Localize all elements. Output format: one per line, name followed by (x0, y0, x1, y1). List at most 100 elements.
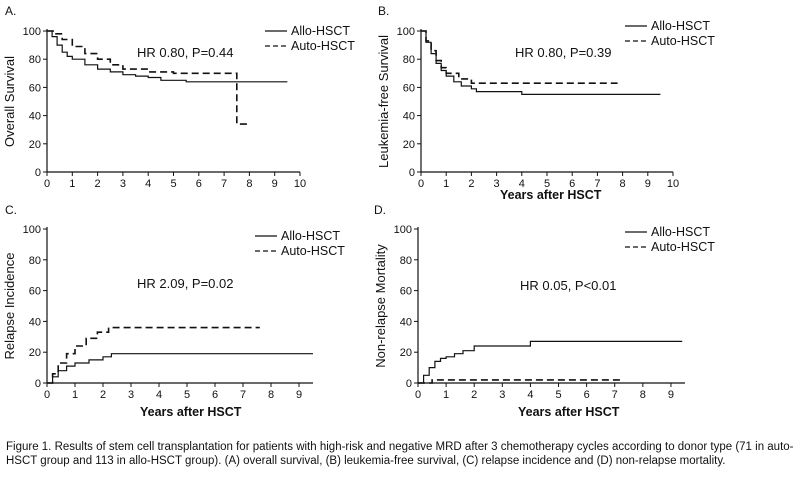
series-line-auto-hsct (47, 326, 260, 384)
x-tick-label: 9 (645, 178, 651, 190)
x-tick-label: 6 (569, 178, 575, 190)
x-tick-label: 10 (294, 178, 306, 190)
y-tick-label: 40 (400, 316, 412, 328)
y-tick-label: 100 (23, 26, 41, 38)
series-line-auto-hsct (421, 30, 618, 84)
legend-label: Auto-HSCT (281, 244, 345, 258)
y-tick-label: 20 (400, 347, 412, 359)
panel-label: D. (374, 203, 386, 217)
y-tick-label: 40 (29, 316, 41, 328)
legend-label: Auto-HSCT (651, 34, 715, 48)
x-tick-label: 3 (499, 389, 505, 401)
x-axis-label: Years after HSCT (518, 405, 620, 419)
x-tick-label: 2 (100, 389, 106, 401)
series-line-allo-hsct (47, 353, 313, 384)
x-tick-label: 1 (443, 178, 449, 190)
x-tick-label: 0 (418, 178, 424, 190)
chart-panel-a: A. 0 20 40 60 80 100 0 1 2 3 4 5 6 7 8 9 10 Overall Surviv… (2, 4, 355, 190)
x-tick-label: 7 (240, 389, 246, 401)
hazard-ratio-annotation: HR 2.09, P=0.02 (137, 276, 233, 291)
chart-panel-d: D. 0 20 40 60 80 100 0 1 2 3 4 5 6 7 8 9 Non-relapse Mort… (373, 203, 715, 419)
y-tick-label: 80 (29, 54, 41, 66)
y-tick-label: 20 (29, 347, 41, 359)
y-axis-label: Overall Survival (2, 56, 17, 147)
x-tick-label: 7 (221, 178, 227, 190)
y-tick-label: 80 (403, 54, 415, 66)
hazard-ratio-annotation: HR 0.80, P=0.39 (515, 45, 611, 60)
x-tick-label: 8 (246, 178, 252, 190)
x-tick-label: 6 (584, 389, 590, 401)
x-tick-label: 9 (668, 389, 674, 401)
series-line-allo-hsct (418, 340, 683, 384)
x-tick-label: 2 (471, 389, 477, 401)
x-tick-label: 9 (272, 178, 278, 190)
chart-panel-c: C. 0 20 40 60 80 100 0 1 2 3 4 5 6 7 8 9 Relapse Incidenc… (2, 203, 345, 419)
y-tick-label: 60 (29, 286, 41, 298)
x-tick-label: 1 (69, 178, 75, 190)
panel-label: B. (378, 4, 389, 18)
x-tick-label: 6 (196, 178, 202, 190)
legend-label: Allo-HSCT (651, 19, 710, 33)
x-tick-label: 4 (145, 178, 151, 190)
series-line-allo-hsct (421, 30, 661, 95)
y-tick-label: 60 (29, 82, 41, 94)
hazard-ratio-annotation: HR 0.80, P=0.44 (137, 45, 233, 60)
hazard-ratio-annotation: HR 0.05, P<0.01 (520, 278, 616, 293)
x-tick-label: 10 (667, 178, 679, 190)
chart-panel-b: B. 0 20 40 60 80 100 0 1 2 3 4 5 6 7 8 9 10 Leukemia-free … (376, 4, 715, 202)
x-tick-label: 4 (527, 389, 533, 401)
x-tick-label: 6 (212, 389, 218, 401)
x-tick-label: 2 (468, 178, 474, 190)
x-tick-label: 5 (544, 178, 550, 190)
y-tick-label: 0 (406, 378, 412, 390)
series-line-auto-hsct (47, 30, 247, 125)
legend-label: Allo-HSCT (651, 225, 710, 239)
x-tick-label: 5 (184, 389, 190, 401)
y-axis-label: Relapse Incidence (2, 253, 17, 360)
x-tick-label: 7 (612, 389, 618, 401)
legend-label: Auto-HSCT (651, 240, 715, 254)
y-tick-label: 20 (29, 139, 41, 151)
y-axis-label: Non-relapse Mortality (373, 244, 388, 368)
y-tick-label: 0 (35, 378, 41, 390)
y-tick-label: 100 (394, 224, 412, 236)
x-tick-label: 9 (296, 389, 302, 401)
y-tick-label: 20 (403, 139, 415, 151)
series-line-auto-hsct (418, 379, 624, 384)
x-tick-label: 8 (640, 389, 646, 401)
figure-caption: Figure 1. Results of stem cell transplan… (6, 441, 794, 467)
series-line-allo-hsct (47, 30, 288, 83)
x-tick-label: 5 (170, 178, 176, 190)
x-tick-label: 8 (620, 178, 626, 190)
x-tick-label: 5 (555, 389, 561, 401)
legend-label: Auto-HSCT (291, 39, 355, 53)
x-tick-label: 3 (120, 178, 126, 190)
y-tick-label: 0 (409, 167, 415, 179)
y-tick-label: 60 (400, 286, 412, 298)
x-tick-label: 1 (443, 389, 449, 401)
x-tick-label: 1 (72, 389, 78, 401)
y-tick-label: 0 (35, 167, 41, 179)
x-tick-label: 4 (519, 178, 525, 190)
y-tick-label: 100 (23, 224, 41, 236)
x-tick-label: 7 (594, 178, 600, 190)
y-tick-label: 80 (400, 255, 412, 267)
x-tick-label: 4 (156, 389, 162, 401)
x-tick-label: 0 (44, 389, 50, 401)
x-tick-label: 0 (415, 389, 421, 401)
x-axis-label: Years after HSCT (500, 188, 602, 202)
x-tick-label: 3 (494, 178, 500, 190)
x-tick-label: 8 (268, 389, 274, 401)
x-tick-label: 0 (44, 178, 50, 190)
panel-label: A. (5, 4, 16, 18)
legend-label: Allo-HSCT (281, 229, 340, 243)
y-tick-label: 40 (29, 111, 41, 123)
x-axis-label: Years after HSCT (140, 405, 242, 419)
legend-label: Allo-HSCT (291, 24, 350, 38)
panel-label: C. (5, 203, 17, 217)
x-tick-label: 3 (128, 389, 134, 401)
y-tick-label: 40 (403, 111, 415, 123)
y-tick-label: 80 (29, 255, 41, 267)
y-tick-label: 100 (397, 26, 415, 38)
